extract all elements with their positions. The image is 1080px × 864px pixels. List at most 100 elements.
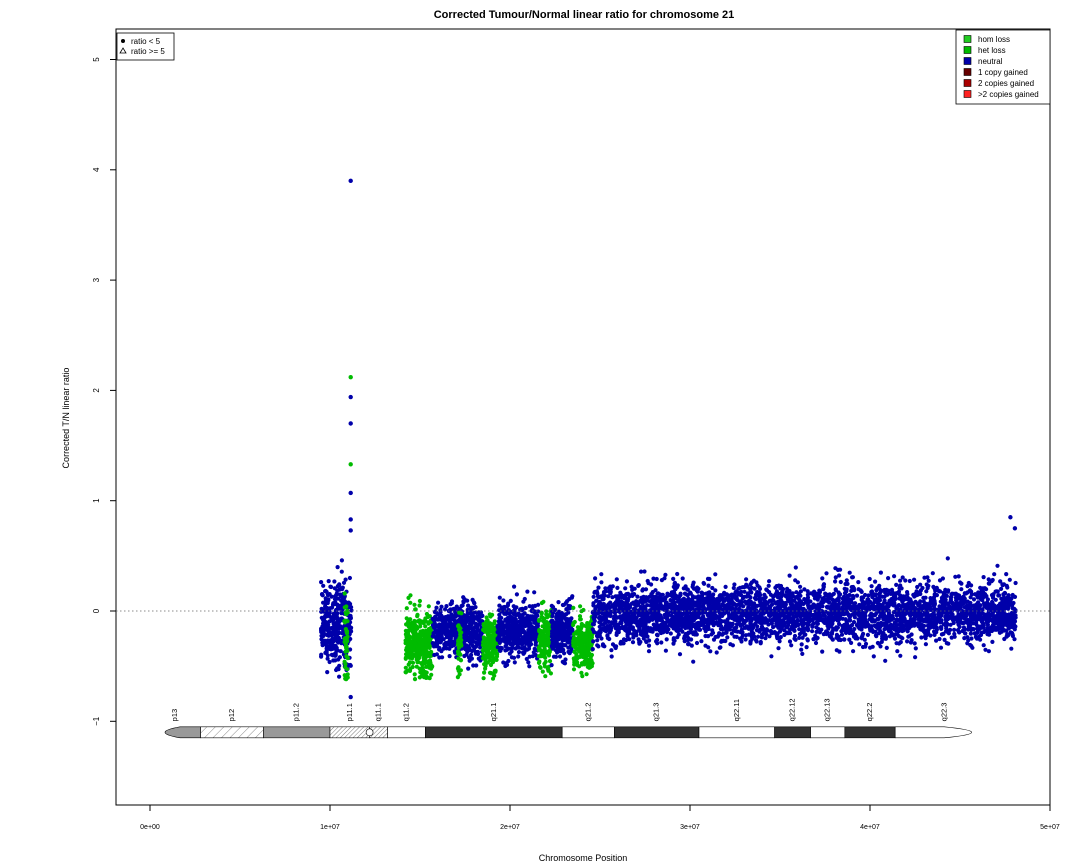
data-point xyxy=(497,648,503,653)
data-point xyxy=(325,592,330,597)
centromere xyxy=(365,728,374,737)
ideogram-band-label: p11.2 xyxy=(292,703,301,721)
data-point xyxy=(522,650,527,656)
data-point xyxy=(542,649,547,654)
data-point xyxy=(671,576,676,582)
data-point xyxy=(497,633,502,639)
data-point xyxy=(345,639,350,644)
ideogram-band-label: q21.2 xyxy=(583,703,592,722)
data-point xyxy=(406,643,411,648)
data-point xyxy=(578,617,583,622)
data-point xyxy=(347,614,352,619)
data-point xyxy=(646,643,652,648)
data-point xyxy=(319,652,324,657)
data-point xyxy=(333,658,338,663)
data-point xyxy=(449,628,454,633)
ideogram-band-label: p12 xyxy=(227,709,236,722)
data-point xyxy=(789,643,794,648)
data-point xyxy=(332,579,337,584)
data-point xyxy=(754,639,759,644)
data-point xyxy=(907,578,912,584)
data-point xyxy=(409,639,414,644)
data-point xyxy=(455,642,461,647)
ideogram-band xyxy=(164,726,201,739)
data-point xyxy=(482,647,487,652)
data-point xyxy=(851,595,856,601)
data-point xyxy=(497,616,502,621)
data-point xyxy=(630,587,635,593)
data-point xyxy=(418,670,423,675)
data-point xyxy=(844,578,849,583)
data-point xyxy=(537,654,543,659)
data-point xyxy=(551,620,556,625)
data-point xyxy=(956,622,961,627)
data-point xyxy=(337,583,342,588)
data-point xyxy=(992,572,997,577)
chromosome-ideogram: p13 p12 p11.2 p11.1 q11.1 q11.2 q21.1 q21.2 q21.… xyxy=(164,698,972,739)
data-point xyxy=(437,615,442,620)
data-point xyxy=(333,643,338,648)
data-point xyxy=(342,599,347,604)
data-point xyxy=(405,652,411,657)
data-point xyxy=(441,646,446,651)
data-point xyxy=(564,607,569,612)
ideogram-band-label: q22.12 xyxy=(788,698,797,721)
data-point xyxy=(728,642,733,647)
data-point xyxy=(560,626,565,631)
data-point xyxy=(448,607,453,612)
data-point xyxy=(344,612,349,617)
data-point xyxy=(743,637,748,642)
data-point xyxy=(541,634,546,639)
data-point xyxy=(551,654,557,659)
data-point xyxy=(561,643,566,648)
data-point xyxy=(571,605,576,611)
data-point xyxy=(488,662,494,668)
ideogram-band-label: q22.11 xyxy=(732,699,741,721)
data-point xyxy=(572,619,577,625)
data-point xyxy=(508,631,513,636)
data-point xyxy=(343,665,348,670)
data-point xyxy=(469,637,474,642)
data-point xyxy=(561,621,566,627)
data-point xyxy=(835,618,840,623)
data-point xyxy=(469,620,474,625)
data-point xyxy=(320,643,325,648)
data-point xyxy=(942,637,947,643)
data-point xyxy=(506,646,511,651)
data-point xyxy=(338,649,343,654)
data-point xyxy=(415,612,420,618)
data-point xyxy=(415,644,420,649)
data-point xyxy=(753,621,758,627)
data-point xyxy=(526,646,532,651)
data-point xyxy=(539,615,544,620)
data-point xyxy=(516,654,521,659)
data-point xyxy=(639,569,644,574)
data-point xyxy=(410,660,416,665)
data-point xyxy=(334,633,339,638)
data-point xyxy=(549,663,554,668)
data-point xyxy=(492,668,497,674)
data-point xyxy=(524,640,529,645)
data-point xyxy=(493,650,498,655)
data-point xyxy=(494,654,500,659)
data-point xyxy=(571,632,577,637)
data-point xyxy=(610,584,615,589)
data-point xyxy=(461,598,467,604)
data-point xyxy=(588,665,593,670)
data-point xyxy=(841,603,846,608)
data-point xyxy=(511,655,517,660)
data-point xyxy=(606,619,611,625)
chart-title: Corrected Tumour/Normal linear ratio for… xyxy=(434,9,735,21)
data-point xyxy=(432,641,437,646)
data-point xyxy=(409,652,414,657)
data-point xyxy=(504,604,510,609)
data-point xyxy=(446,640,451,645)
data-point xyxy=(499,638,504,643)
data-point xyxy=(545,633,550,638)
data-point xyxy=(414,624,419,629)
data-point xyxy=(436,600,441,605)
data-point xyxy=(512,660,517,665)
ideogram-band-label: q21.3 xyxy=(652,703,661,722)
data-point xyxy=(856,580,861,585)
data-point xyxy=(810,624,815,629)
